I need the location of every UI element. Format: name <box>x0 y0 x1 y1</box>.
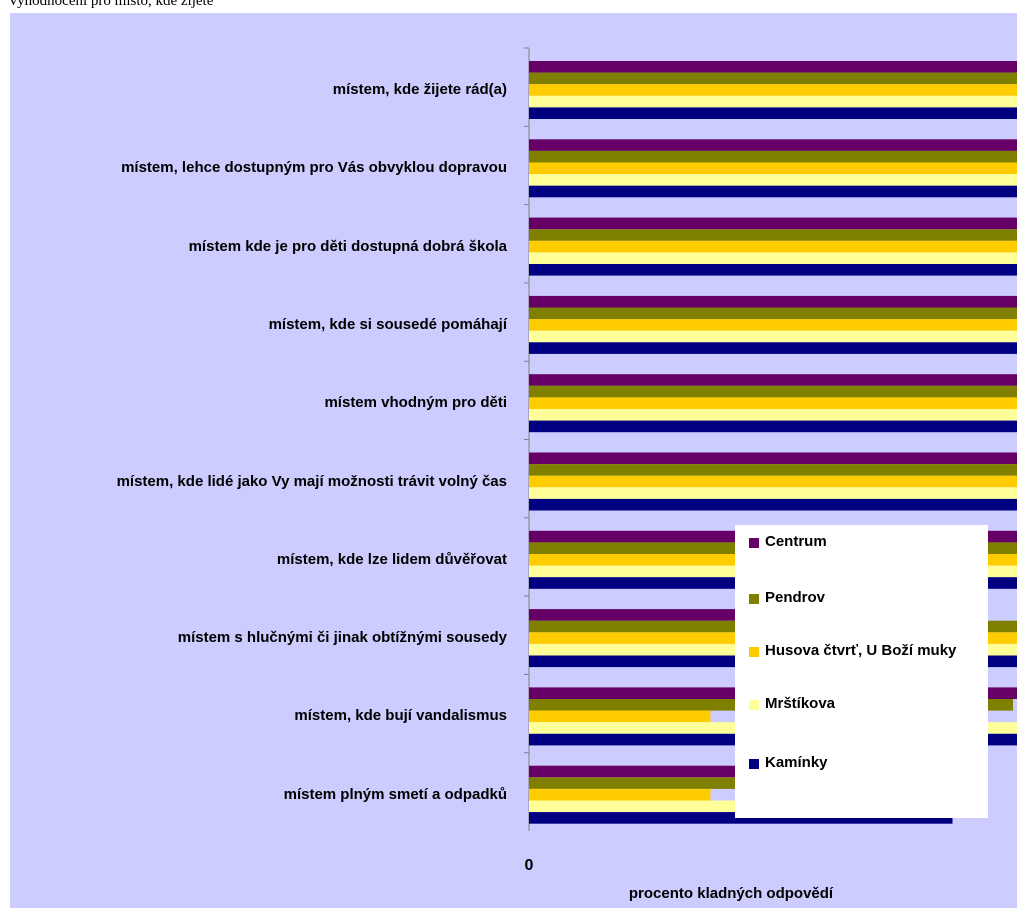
legend-label: Centrum <box>765 533 827 550</box>
bar-centrum <box>529 452 1017 465</box>
category-label: místem s hlučnými či jinak obtížnými sou… <box>177 629 507 647</box>
bar-mrštíkova <box>529 800 892 813</box>
bar-husova <box>529 788 711 801</box>
category-label: místem, kde žijete rád(a) <box>332 81 507 98</box>
category-label: místem plným smetí a odpadků <box>283 785 507 803</box>
category-label: místem kde je pro děti dostupná dobrá šk… <box>188 237 507 255</box>
bar-mrštíkova <box>529 330 1017 343</box>
bar-kamínky <box>529 498 1017 511</box>
legend-swatch <box>749 647 759 657</box>
bar-pendrov <box>529 385 1017 398</box>
chart-panel: 01020304050607080procento kladných odpov… <box>10 13 1017 908</box>
bar-centrum <box>529 765 771 778</box>
bar-centrum <box>529 217 1017 230</box>
bar-husova <box>529 84 1017 96</box>
bar-husova <box>529 397 1017 409</box>
bar-husova <box>529 319 1017 331</box>
bar-pendrov <box>529 464 1017 476</box>
bar-husova <box>529 162 1017 175</box>
category-label: místem vhodným pro děti <box>324 394 507 412</box>
category-label: místem, kde bují vandalismus <box>294 707 507 725</box>
category-label: místem, kde lidé jako Vy mají možnosti t… <box>116 472 507 490</box>
category-label: místem, kde si sousedé pomáhají <box>268 315 507 333</box>
legend-label: Kamínky <box>765 754 828 771</box>
bar-pendrov <box>529 307 1017 320</box>
legend-swatch <box>749 538 759 548</box>
bar-husova <box>529 710 711 723</box>
chart-canvas: 01020304050607080procento kladných odpov… <box>10 13 1017 908</box>
category-label: místem, kde lze lidem důvěřovat <box>276 550 507 568</box>
bar-mrštíkova <box>529 409 1017 421</box>
category-label: místem, lehce dostupným pro Vás obvyklou… <box>121 159 507 177</box>
bar-husova <box>529 475 1017 488</box>
bar-centrum <box>529 139 1017 151</box>
bar-centrum <box>529 295 1017 308</box>
legend-swatch <box>749 594 759 604</box>
bar-mrštíkova <box>529 487 1017 499</box>
legend-swatch <box>749 759 759 769</box>
bar-kamínky <box>529 342 1017 354</box>
bar-centrum <box>529 374 1017 386</box>
bar-pendrov <box>529 777 771 789</box>
x-tick-label: 0 <box>525 857 534 874</box>
bar-pendrov <box>529 150 1017 163</box>
bar-mrštíkova <box>529 95 1017 108</box>
bar-mrštíkova <box>529 174 1017 186</box>
bar-husova <box>529 240 1017 253</box>
bar-centrum <box>529 609 832 621</box>
legend-label: Mrštíkova <box>765 695 836 712</box>
bar-centrum <box>529 61 1017 73</box>
clipped-heading-text: Vyhodnocení pro místo, kde žijete <box>8 0 214 9</box>
bar-pendrov <box>529 72 1017 85</box>
bar-mrštíkova <box>529 252 1017 264</box>
bar-pendrov <box>529 229 1017 241</box>
legend-label: Husova čtvrť, U Boží muky <box>765 642 957 659</box>
bar-kamínky <box>529 264 1017 276</box>
x-axis-title: procento kladných odpovědí <box>629 885 834 902</box>
bar-kamínky <box>529 420 1017 433</box>
bar-kamínky <box>529 107 1017 119</box>
bar-kamínky <box>529 185 1017 198</box>
legend-swatch <box>749 700 759 710</box>
chart-legend: Centrum Pendrov Husova čtvrť, U Boží muky M… <box>735 525 988 818</box>
legend-label: Pendrov <box>765 589 826 606</box>
